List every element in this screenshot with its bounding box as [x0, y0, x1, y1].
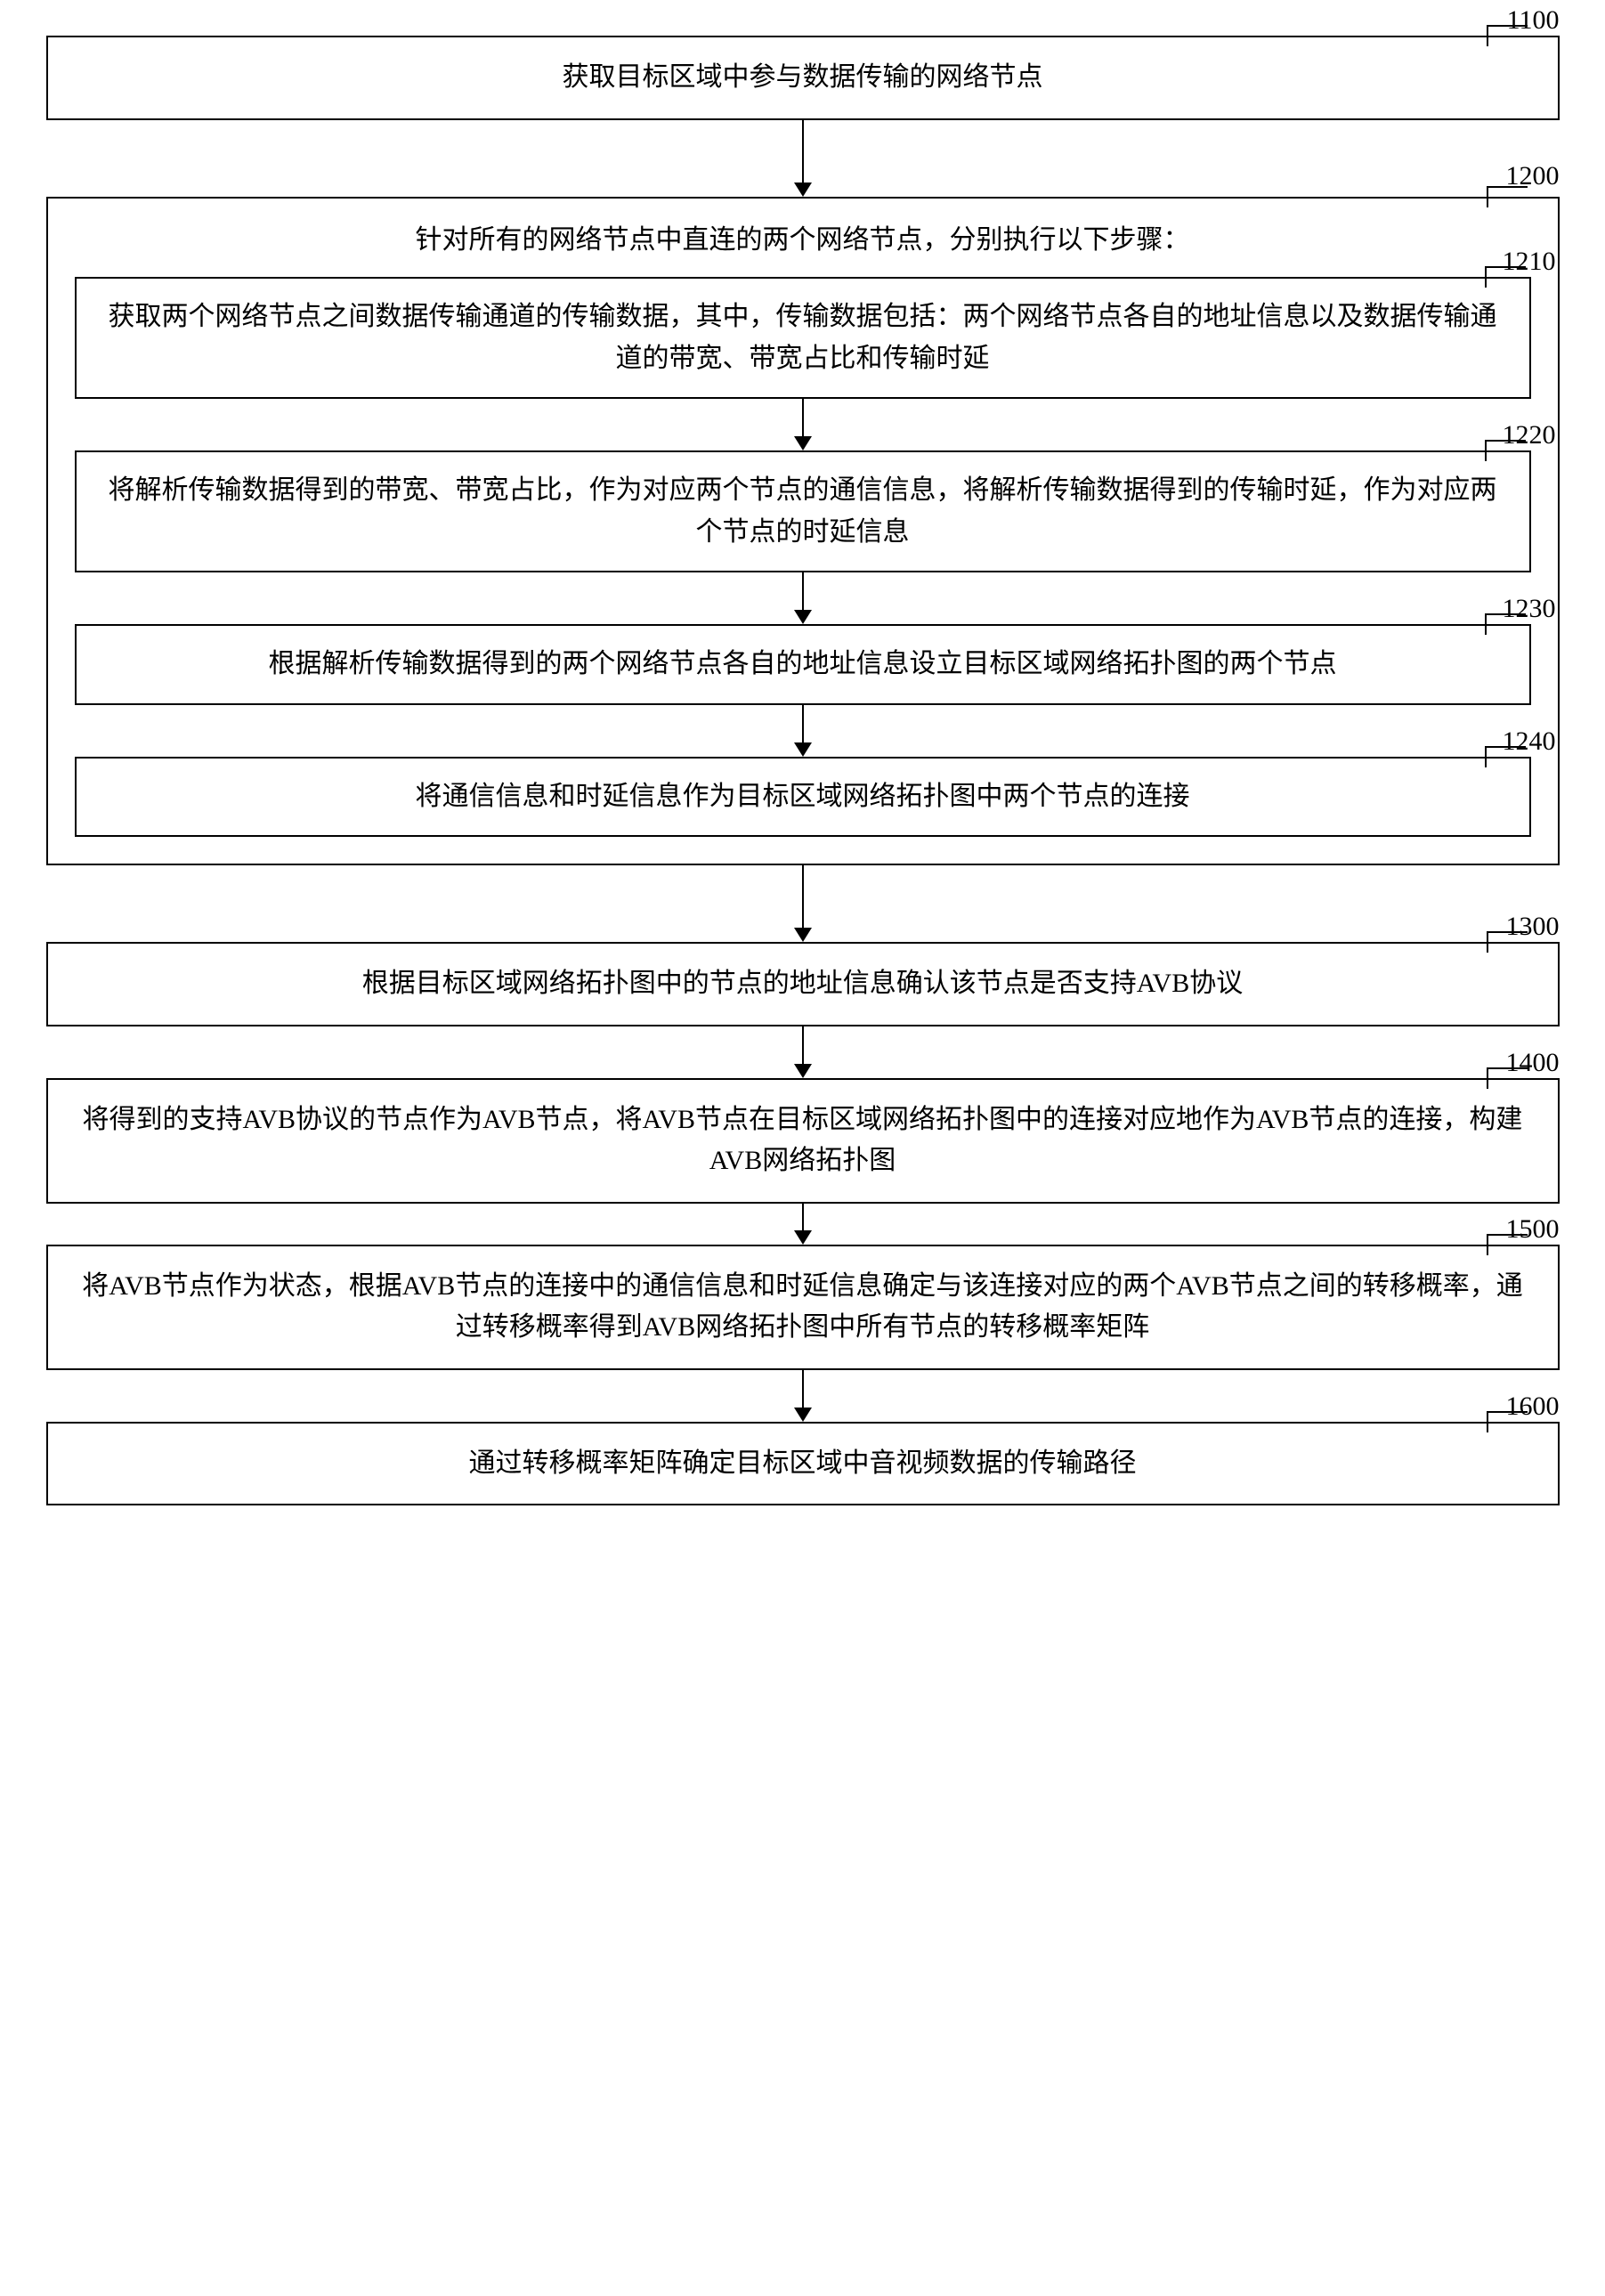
node-text: 获取目标区域中参与数据传输的网络节点	[563, 62, 1043, 92]
node-1200-header: 针对所有的网络节点中直连的两个网络节点，分别执行以下步骤：	[75, 220, 1531, 262]
node-text: 将解析传输数据得到的带宽、带宽占比，作为对应两个节点的通信信息，将解析传输数据得…	[109, 475, 1497, 547]
node-1200: 1200 针对所有的网络节点中直连的两个网络节点，分别执行以下步骤： 1210 …	[46, 197, 1560, 866]
node-1500: 1500 将AVB节点作为状态，根据AVB节点的连接中的通信信息和时延信息确定与…	[46, 1245, 1560, 1370]
node-1300: 1300 根据目标区域网络拓扑图中的节点的地址信息确认该节点是否支持AVB协议	[46, 942, 1560, 1026]
node-label: 1300	[1506, 906, 1560, 948]
node-text: 将得到的支持AVB协议的节点作为AVB节点，将AVB节点在目标区域网络拓扑图中的…	[83, 1105, 1523, 1176]
arrow-down	[75, 705, 1531, 757]
node-1230: 1230 根据解析传输数据得到的两个网络节点各自的地址信息设立目标区域网络拓扑图…	[75, 624, 1531, 705]
arrow-down	[75, 399, 1531, 450]
node-1210: 1210 获取两个网络节点之间数据传输通道的传输数据，其中，传输数据包括：两个网…	[75, 277, 1531, 399]
arrow-down	[46, 1026, 1560, 1078]
node-label: 1600	[1506, 1386, 1560, 1428]
node-text: 将通信信息和时延信息作为目标区域网络拓扑图中两个节点的连接	[416, 782, 1190, 811]
node-label: 1400	[1506, 1043, 1560, 1084]
arrow-down	[46, 120, 1560, 197]
node-text: 根据目标区域网络拓扑图中的节点的地址信息确认该节点是否支持AVB协议	[362, 969, 1243, 998]
node-label: 1100	[1507, 0, 1560, 42]
node-text: 将AVB节点作为状态，根据AVB节点的连接中的通信信息和时延信息确定与该连接对应…	[82, 1271, 1522, 1343]
arrow-down	[46, 1204, 1560, 1245]
node-text: 通过转移概率矩阵确定目标区域中音视频数据的传输路径	[469, 1448, 1137, 1478]
arrow-down	[46, 865, 1560, 942]
arrow-down	[46, 1370, 1560, 1422]
node-label: 1240	[1503, 721, 1556, 763]
arrow-down	[75, 572, 1531, 624]
node-text: 获取两个网络节点之间数据传输通道的传输数据，其中，传输数据包括：两个网络节点各自…	[109, 302, 1497, 373]
node-1240: 1240 将通信信息和时延信息作为目标区域网络拓扑图中两个节点的连接	[75, 757, 1531, 838]
node-label: 1210	[1503, 241, 1556, 283]
node-1220: 1220 将解析传输数据得到的带宽、带宽占比，作为对应两个节点的通信信息，将解析…	[75, 450, 1531, 572]
node-text: 根据解析传输数据得到的两个网络节点各自的地址信息设立目标区域网络拓扑图的两个节点	[269, 649, 1337, 678]
flowchart-container: 1100 获取目标区域中参与数据传输的网络节点 1200 针对所有的网络节点中直…	[46, 36, 1560, 1505]
node-1600: 1600 通过转移概率矩阵确定目标区域中音视频数据的传输路径	[46, 1422, 1560, 1506]
node-label: 1200	[1506, 161, 1560, 191]
node-label: 1220	[1503, 415, 1556, 457]
node-label: 1500	[1506, 1209, 1560, 1251]
node-1100: 1100 获取目标区域中参与数据传输的网络节点	[46, 36, 1560, 120]
node-label: 1230	[1503, 588, 1556, 630]
node-1400: 1400 将得到的支持AVB协议的节点作为AVB节点，将AVB节点在目标区域网络…	[46, 1078, 1560, 1204]
